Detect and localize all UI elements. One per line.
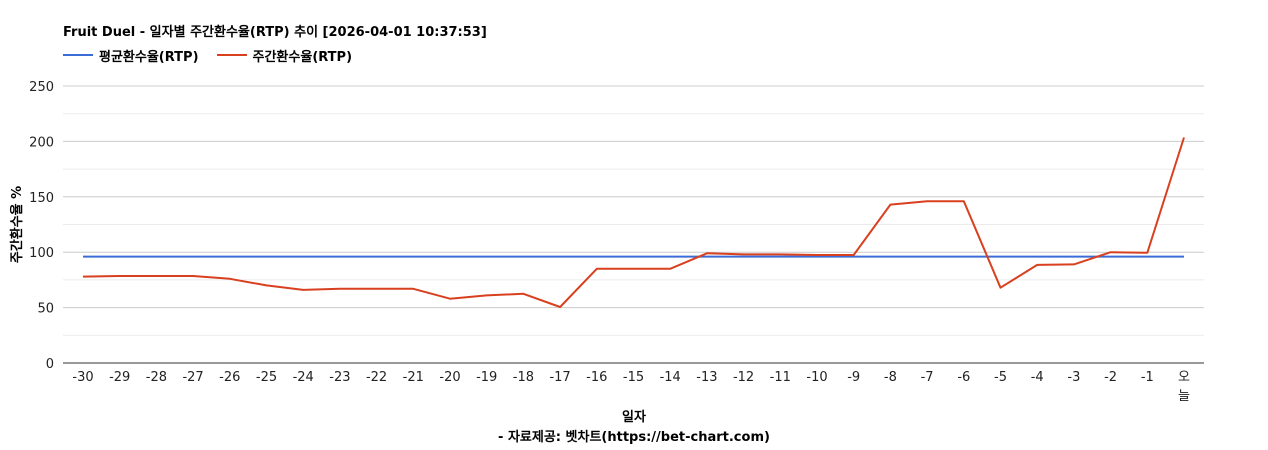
y-tick-label: 50 <box>37 302 54 317</box>
x-tick-label: -10 <box>806 370 827 385</box>
y-tick-label: 100 <box>29 246 54 261</box>
x-tick-label: -25 <box>256 370 277 385</box>
x-tick-label: -30 <box>72 370 93 385</box>
y-tick-label: 250 <box>29 80 54 95</box>
x-tick-label: -1 <box>1141 370 1154 385</box>
legend-item-average[interactable]: 평균환수율(RTP) <box>63 46 199 65</box>
legend-swatch-weekly <box>216 54 247 56</box>
legend-label-average: 평균환수율(RTP) <box>99 49 199 65</box>
legend: 평균환수율(RTP) 주간환수율(RTP) <box>63 46 370 65</box>
x-tick-label: -20 <box>439 370 460 385</box>
legend-item-weekly[interactable]: 주간환수율(RTP) <box>216 46 353 65</box>
x-tick-label: -18 <box>513 370 534 385</box>
x-axis-label: 일자 <box>622 410 646 425</box>
x-tick-label: -5 <box>994 370 1007 385</box>
x-tick-label: -13 <box>696 370 717 385</box>
x-tick-label: -26 <box>219 370 240 385</box>
legend-swatch-average <box>63 54 93 56</box>
axes: 0 50 100 150 200 250 -30 -29 -28 -27 -26 -25 -24 -23 -… <box>9 80 1204 404</box>
x-tick-label: -27 <box>182 370 203 385</box>
y-tick-label: 200 <box>29 135 54 150</box>
x-tick-label: -3 <box>1067 370 1080 385</box>
x-tick-label: -24 <box>293 370 314 385</box>
x-tick-label: -21 <box>403 370 424 385</box>
x-tick-label: -16 <box>586 370 607 385</box>
x-tick-label: 늘 <box>1178 389 1190 404</box>
y-tick-label: 0 <box>46 357 54 372</box>
x-tick-label: -6 <box>957 370 970 385</box>
x-tick-label: -29 <box>109 370 130 385</box>
source-credit: - 자료제공: 벳차트(https://bet-chart.com) <box>498 430 770 445</box>
x-tick-label: 오 <box>1178 370 1190 385</box>
x-tick-label: -23 <box>329 370 350 385</box>
x-tick-label: -11 <box>770 370 791 385</box>
x-tick-label: -7 <box>921 370 934 385</box>
x-tick-label: -4 <box>1031 370 1044 385</box>
legend-label-weekly: 주간환수율(RTP) <box>252 49 353 65</box>
y-tick-label: 150 <box>29 191 54 206</box>
chart-footer: 일자 - 자료제공: 벳차트(https://bet-chart.com) <box>0 408 1268 448</box>
x-tick-label: -2 <box>1104 370 1117 385</box>
x-tick-label: -19 <box>476 370 497 385</box>
x-tick-label: -17 <box>549 370 570 385</box>
x-tick-label: -22 <box>366 370 387 385</box>
grid-lines <box>63 85 1204 336</box>
series-lines <box>82 137 1185 308</box>
x-tick-label: -15 <box>623 370 644 385</box>
x-tick-label: -8 <box>884 370 897 385</box>
x-tick-label: -14 <box>660 370 681 385</box>
y-axis-label: 주간환수율 % <box>9 186 25 263</box>
x-tick-label: -28 <box>146 370 167 385</box>
x-tick-label: -9 <box>847 370 860 385</box>
chart-title: Fruit Duel - 일자별 주간환수율(RTP) 추이 [2026-04-… <box>63 25 487 40</box>
series-line-weekly <box>82 137 1185 308</box>
x-tick-label: -12 <box>733 370 754 385</box>
